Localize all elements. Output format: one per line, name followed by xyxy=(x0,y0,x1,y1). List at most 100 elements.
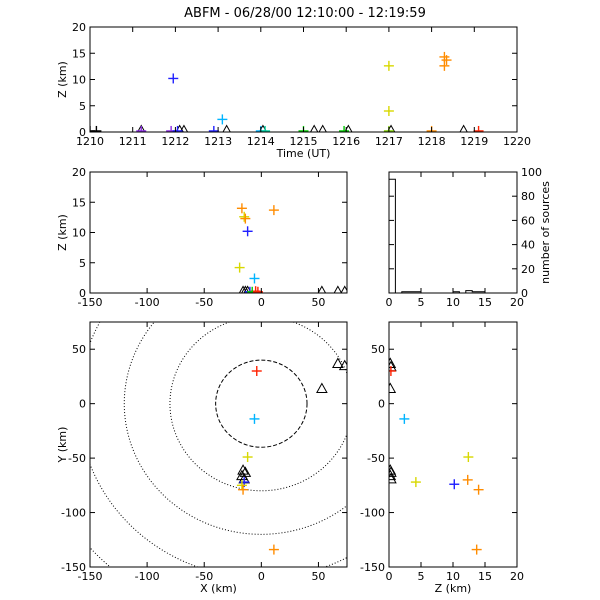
y-tick-label: -50 xyxy=(367,452,385,465)
x-tick-label: 1218 xyxy=(418,135,446,148)
source-point xyxy=(441,55,452,66)
plot-frame xyxy=(89,321,348,568)
x-tick-label: 20 xyxy=(510,296,524,309)
range-ring xyxy=(123,322,347,535)
source-point xyxy=(249,273,260,284)
source-point xyxy=(234,262,245,273)
x-height-panel: -150 -100 -50 0 50 0 5 10 15 20 Z (km) xyxy=(56,166,348,309)
y-tick-label: 15 xyxy=(72,47,86,60)
source-point xyxy=(217,114,228,125)
source-point xyxy=(240,213,251,224)
y-tick-label: 0 xyxy=(521,287,528,300)
source-point xyxy=(463,452,474,463)
source-point xyxy=(236,203,247,214)
station-triangle xyxy=(309,124,319,132)
y-tick-label: -100 xyxy=(61,507,86,520)
x-tick-label: 0 xyxy=(258,570,265,583)
height-y-panel: 0 5 10 15 20 -150 -100 -50 0 50 Z (km) xyxy=(360,321,524,595)
source-point xyxy=(260,125,271,132)
station-triangle xyxy=(318,124,327,132)
y-tick-label: 0 xyxy=(79,126,86,139)
y-tick-label: 50 xyxy=(72,343,86,356)
x-tick-label: 1215 xyxy=(290,135,318,148)
source-point xyxy=(249,413,260,424)
source-point xyxy=(410,477,421,488)
y-tick-label: 0 xyxy=(378,398,385,411)
x-tick-label: 1212 xyxy=(161,135,189,148)
x-tick-label: -150 xyxy=(78,296,103,309)
x-tick-label: 15 xyxy=(478,570,492,583)
source-point xyxy=(383,60,394,71)
y-tick-label: 100 xyxy=(521,166,542,179)
y-tick-label: 0 xyxy=(79,287,86,300)
station-triangle xyxy=(317,285,327,293)
x-tick-label: 10 xyxy=(446,570,460,583)
x-axis-title: X (km) xyxy=(200,582,237,595)
y-tick-label: 10 xyxy=(72,74,86,87)
source-point xyxy=(473,484,484,495)
x-tick-label: 50 xyxy=(311,570,325,583)
station-triangle xyxy=(389,472,397,484)
x-tick-label: 20 xyxy=(510,570,524,583)
source-point xyxy=(268,544,279,555)
x-tick-label: 50 xyxy=(311,296,325,309)
station-triangle xyxy=(389,382,397,394)
y-tick-label: 50 xyxy=(371,343,385,356)
x-tick-label: 1219 xyxy=(460,135,488,148)
station-triangle xyxy=(179,124,189,132)
range-ring xyxy=(169,322,347,492)
station-triangle xyxy=(389,466,397,477)
x-tick-label: -50 xyxy=(195,296,213,309)
source-point xyxy=(238,484,249,495)
source-point xyxy=(339,125,350,132)
y-tick-label: 0 xyxy=(79,398,86,411)
x-tick-label: -50 xyxy=(195,570,213,583)
station-triangle xyxy=(389,469,397,481)
source-point xyxy=(172,125,183,132)
station-triangle xyxy=(137,124,146,132)
panel-content xyxy=(234,203,347,293)
range-ring xyxy=(215,359,308,448)
x-tick-label: 0 xyxy=(386,296,393,309)
y-tick-label: 5 xyxy=(79,257,86,270)
x-tick-label: 1217 xyxy=(375,135,403,148)
x-tick-label: 5 xyxy=(418,296,425,309)
chart-panels: 1210 1211 1212 1213 1214 1215 1216 1217 1218 1219… xyxy=(56,21,553,595)
source-point xyxy=(389,366,396,376)
time-height-panel: 1210 1211 1212 1213 1214 1215 1216 1217 1218 1219… xyxy=(56,21,531,160)
y-axis-title: Z (km) xyxy=(56,61,69,98)
x-tick-label: 1216 xyxy=(332,135,360,148)
x-tick-label: 1220 xyxy=(503,135,531,148)
source-point xyxy=(168,73,179,84)
y-tick-label: 20 xyxy=(72,166,86,179)
source-point xyxy=(91,125,102,132)
source-point xyxy=(251,366,262,376)
x-tick-label: -150 xyxy=(78,570,103,583)
panel-content xyxy=(389,357,484,555)
y-tick-label: -50 xyxy=(68,452,86,465)
station-triangle xyxy=(316,382,328,394)
y-tick-label: -150 xyxy=(360,561,385,574)
station-triangle xyxy=(237,464,249,475)
panel-content xyxy=(90,322,347,567)
y-axis-title: Y (km) xyxy=(56,427,69,464)
source-point xyxy=(242,452,253,463)
y-tick-label: 5 xyxy=(79,100,86,113)
x-tick-label: 0 xyxy=(386,570,393,583)
station-triangle xyxy=(333,285,343,293)
source-point xyxy=(136,125,147,132)
station-triangle xyxy=(241,285,250,293)
x-tick-label: 0 xyxy=(258,296,265,309)
y-tick-label: -150 xyxy=(61,561,86,574)
figure-title: ABFM - 06/28/00 12:10:00 - 12:19:59 xyxy=(184,6,426,21)
x-tick-label: 10 xyxy=(446,296,460,309)
x-axis-title: Z (km) xyxy=(435,582,472,595)
station-triangle xyxy=(459,124,468,132)
y-axis-title: Z (km) xyxy=(56,214,69,251)
y-tick-label: -100 xyxy=(360,507,385,520)
source-point xyxy=(268,205,279,216)
station-triangle xyxy=(332,357,344,368)
source-point xyxy=(208,125,219,132)
